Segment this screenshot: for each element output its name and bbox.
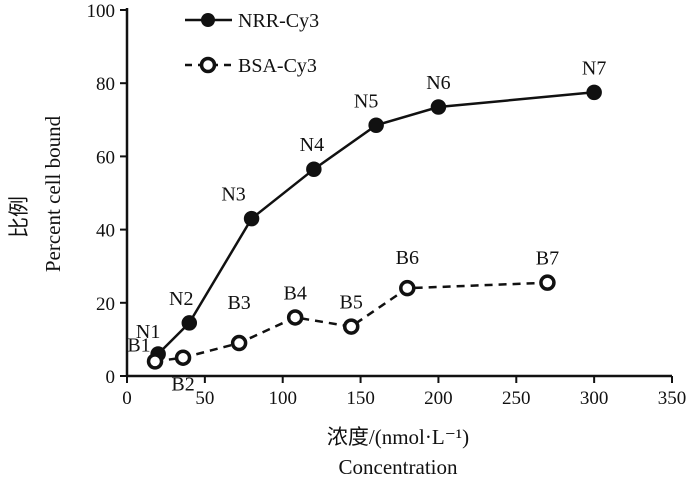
x-tick-label: 300 [580,388,609,409]
point-label-b7: B7 [536,248,559,270]
point-label-n5: N5 [354,90,378,112]
point-label-b4: B4 [283,282,306,304]
data-point-nrr-cy3 [243,210,260,227]
point-label-n1: N1 [136,321,160,343]
point-label-b2: B2 [171,374,194,396]
y-tick-label: 100 [87,1,116,22]
data-point-bsa-cy3 [539,274,556,291]
legend-marker-bsa-cy3 [199,56,217,74]
y-tick-label: 0 [106,367,116,388]
data-point-bsa-cy3 [399,279,416,297]
data-point-nrr-cy3 [368,117,384,134]
data-point-nrr-cy3 [430,99,447,115]
ticks: 0 20 40 60 80 100 0 50 100 150 200 250 300 350 [87,1,687,409]
y-tick-label: 40 [96,221,115,242]
series-layer [146,84,602,370]
point-label-b6: B6 [396,247,419,269]
point-label-n3: N3 [221,184,245,206]
point-label-n4: N4 [300,134,324,156]
legend-marker-nrr-cy3 [201,13,215,27]
data-point-nrr-cy3 [306,161,322,177]
legend-label-bsa-cy3: BSA-Cy3 [238,55,317,77]
x-tick-label: 50 [195,388,214,409]
y-tick-label: 80 [96,74,115,95]
legend: NRR-Cy3 BSA-Cy3 [185,10,319,77]
data-point-bsa-cy3 [286,309,304,326]
point-label-b3: B3 [227,292,250,314]
axes [125,8,672,378]
x-tick-label: 100 [268,388,297,409]
x-tick-label: 200 [424,388,453,409]
data-point-bsa-cy3 [146,353,164,370]
y-axis-title-chinese: 比例 [7,196,31,238]
point-labels: N1 N2 N3 N4 N5 N6 N7 B1 B2 B3 B4 B5 B6 B7 [127,57,606,395]
y-tick-label: 60 [96,147,115,168]
data-point-bsa-cy3 [342,318,360,335]
data-point-bsa-cy3 [174,349,192,366]
point-label-n7: N7 [582,57,606,79]
y-axis-title: Percent cell bound [41,115,65,272]
y-tick-label: 20 [96,294,115,315]
point-label-n6: N6 [426,72,450,94]
x-axis-title: Concentration [339,455,458,479]
data-point-bsa-cy3 [230,334,248,352]
data-point-nrr-cy3 [586,84,602,101]
legend-label-nrr-cy3: NRR-Cy3 [238,10,319,32]
point-label-b5: B5 [340,292,363,314]
data-point-nrr-cy3 [181,315,198,331]
point-label-n2: N2 [169,288,193,310]
x-tick-label: 150 [346,388,375,409]
x-axis-title-chinese: 浓度/(nmol·L⁻¹) [327,425,469,449]
x-tick-label: 250 [502,388,531,409]
x-tick-label: 0 [122,388,132,409]
point-label-b1: B1 [127,334,150,356]
x-tick-label: 350 [658,388,687,409]
